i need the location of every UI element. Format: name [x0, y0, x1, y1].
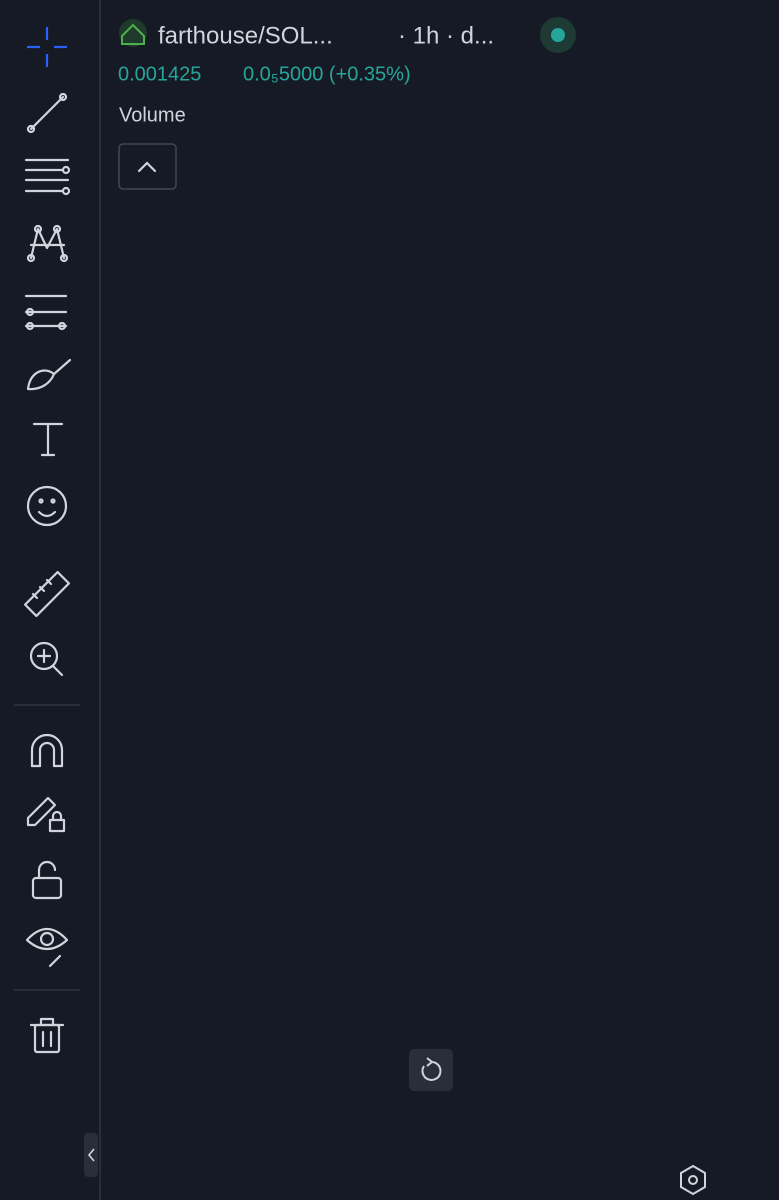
symbol-title[interactable]: farthouse/SOL... [158, 22, 333, 49]
reset-view-button[interactable] [409, 1049, 453, 1091]
ruler-tool[interactable] [23, 570, 71, 618]
lock-tool[interactable] [31, 860, 63, 900]
magnet-tool[interactable] [30, 733, 64, 768]
visibility-tool[interactable] [25, 927, 69, 968]
volume-label: Volume [119, 104, 186, 126]
interval: · 1h · d... [398, 22, 494, 49]
price-change: 0.0₅5000 (+0.35%) [243, 63, 411, 85]
collapse-legend-button[interactable] [118, 143, 177, 190]
fib-tool[interactable] [24, 158, 71, 196]
pattern-tool[interactable] [26, 224, 69, 263]
last-price-text: 0.001425 [118, 63, 201, 85]
delete-tool[interactable] [29, 1017, 65, 1054]
brush-tool[interactable] [26, 358, 72, 391]
zoom-tool[interactable] [29, 641, 64, 677]
lock-drawing-tool[interactable] [26, 796, 66, 833]
emoji-tool[interactable] [26, 485, 68, 527]
status-dot [551, 28, 565, 42]
trendline-tool[interactable] [26, 92, 68, 134]
crosshair-tool[interactable] [27, 27, 67, 67]
text-tool[interactable] [32, 422, 64, 457]
axis-settings[interactable] [680, 1164, 706, 1196]
legend: farthouse/SOL... · 1h · d... 0.001425 0.… [118, 17, 576, 190]
prediction-tool[interactable] [24, 294, 68, 331]
toolbar [14, 0, 101, 1200]
collapse-toolbar[interactable] [84, 1133, 98, 1177]
symbol-icon [119, 19, 147, 47]
